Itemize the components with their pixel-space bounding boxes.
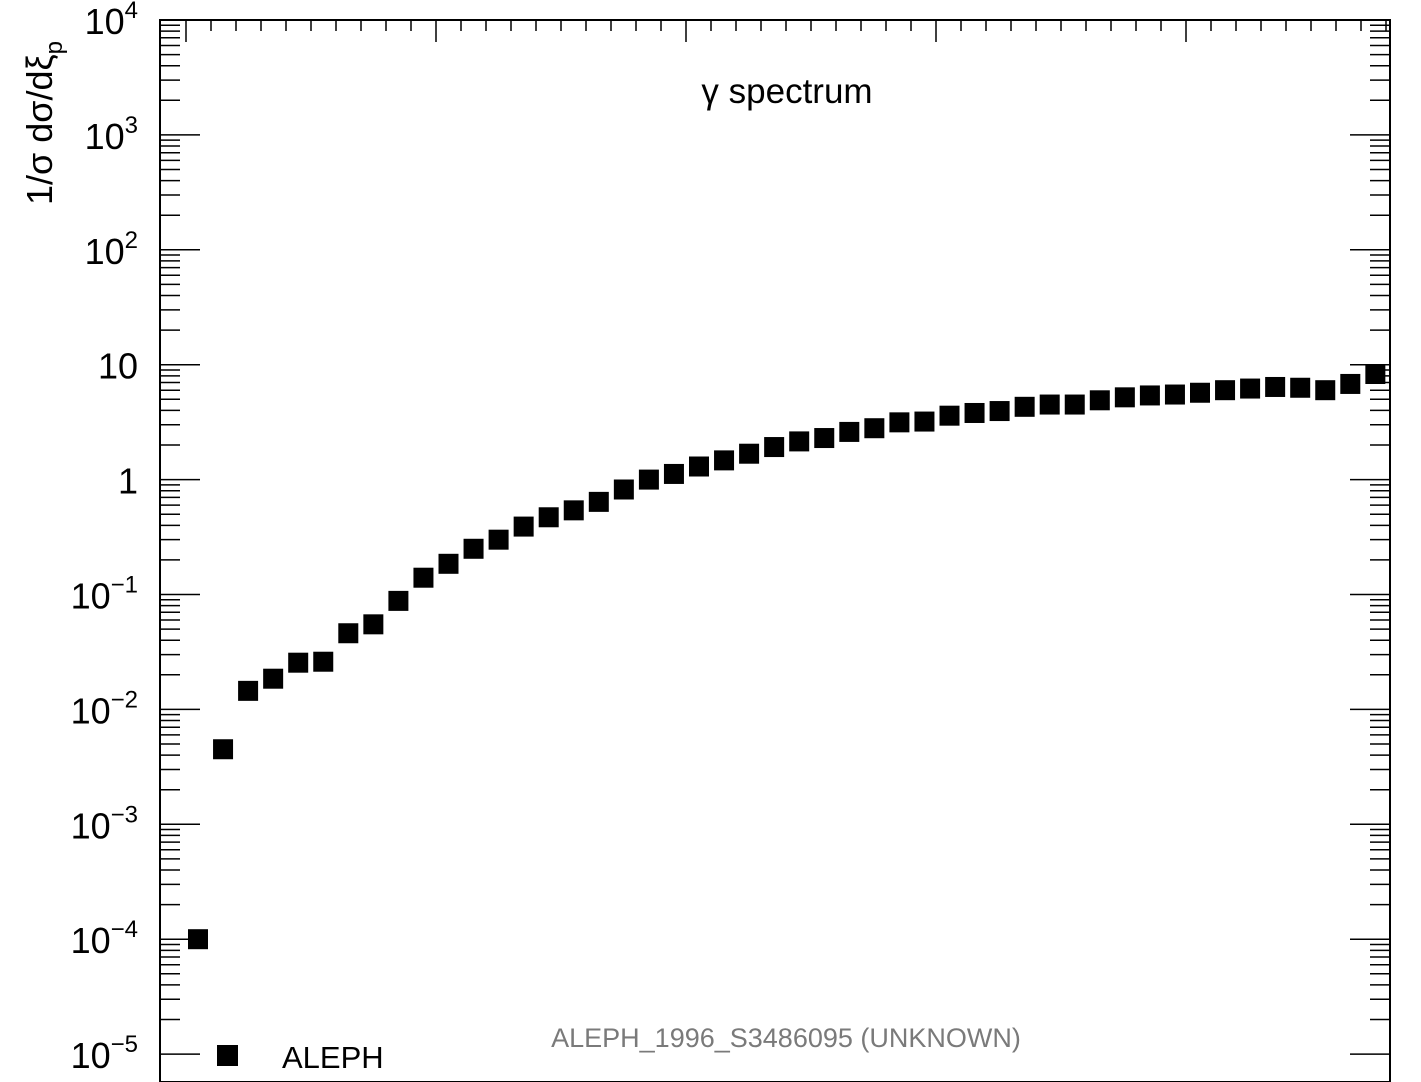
data-point	[238, 680, 259, 701]
data-point	[1340, 373, 1361, 394]
data-point	[689, 456, 709, 477]
data-point	[1114, 387, 1135, 408]
analysis-annotation: ALEPH_1996_S3486095 (UNKNOWN)	[551, 1023, 1021, 1053]
data-point	[513, 516, 534, 537]
data-point	[438, 553, 459, 574]
data-point	[1240, 378, 1261, 399]
data-point	[388, 590, 409, 611]
y-tick-label: 10−5	[71, 1031, 138, 1076]
data-point	[338, 623, 359, 644]
data-point	[488, 529, 509, 550]
y-axis-label: 1/σ dσ/dξp	[19, 41, 68, 205]
data-point	[989, 401, 1010, 422]
y-tick-label: 10−1	[71, 572, 138, 617]
chart-title: γ spectrum	[701, 72, 872, 111]
data-point	[188, 929, 208, 950]
data-point	[914, 411, 935, 432]
data-point	[939, 405, 960, 426]
data-point	[363, 614, 384, 635]
y-tick-label: 10−2	[71, 686, 138, 731]
data-point	[613, 479, 634, 500]
data-point	[263, 668, 284, 689]
data-point	[1290, 377, 1311, 398]
data-point	[563, 500, 584, 521]
y-axis-label-subscript: p	[41, 41, 68, 54]
y-tick-label: 10	[98, 346, 138, 387]
legend-marker	[217, 1045, 238, 1066]
data-point	[839, 421, 860, 442]
data-point	[663, 463, 684, 484]
data-point	[1315, 380, 1336, 401]
legend-label: ALEPH	[282, 1040, 384, 1075]
data-point	[714, 450, 735, 471]
data-point	[1265, 376, 1286, 397]
plot-frame	[159, 19, 1391, 1082]
data-point	[413, 567, 434, 588]
data-point	[739, 443, 760, 464]
data-markers	[188, 363, 1386, 950]
data-point	[814, 428, 835, 449]
data-point	[1039, 394, 1060, 415]
data-point	[964, 402, 985, 423]
data-point	[463, 538, 484, 559]
data-point	[288, 652, 309, 673]
data-point	[864, 418, 885, 439]
data-point	[1014, 396, 1035, 417]
y-axis-label-main: 1/σ dσ/dξ	[19, 54, 60, 205]
data-point	[638, 469, 659, 490]
data-point	[1365, 363, 1386, 384]
y-tick-label: 1	[118, 461, 138, 502]
y-tick-label: 10−4	[71, 916, 138, 961]
axis-ticks	[160, 19, 1390, 1055]
data-point	[1190, 382, 1210, 403]
y-tick-label: 10−3	[71, 801, 138, 846]
y-tick-label: 103	[85, 112, 138, 157]
data-point	[213, 739, 234, 760]
y-tick-label: 102	[85, 227, 138, 272]
data-point	[889, 412, 910, 433]
data-point	[789, 431, 810, 452]
data-point	[764, 437, 785, 458]
data-point	[1215, 380, 1236, 401]
data-point	[1164, 384, 1185, 405]
y-tick-label: 104	[85, 0, 138, 42]
data-point	[1139, 385, 1160, 406]
data-point	[538, 507, 559, 528]
data-point	[1064, 394, 1085, 415]
data-point	[313, 651, 334, 672]
data-point	[588, 491, 609, 512]
data-point	[1089, 390, 1110, 411]
